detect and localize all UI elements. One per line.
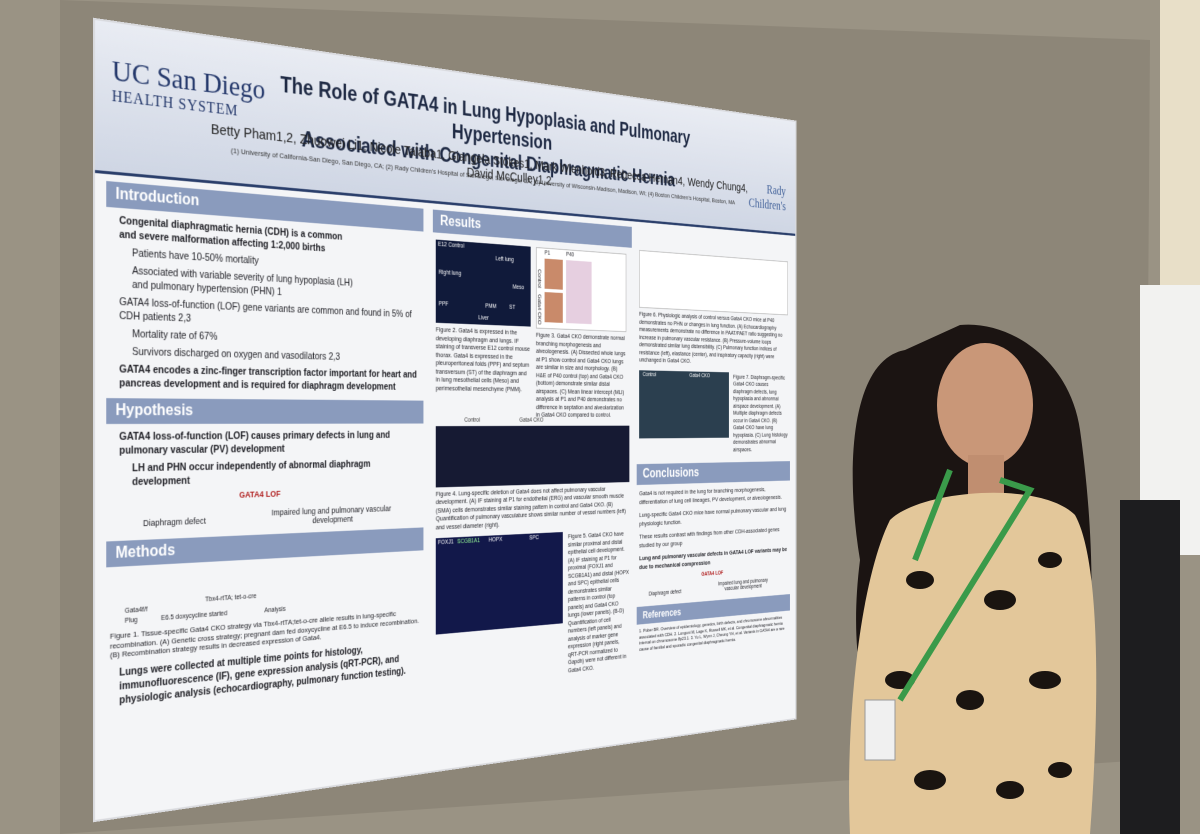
figure-caption: Figure 6. Physiologic analysis of contro… xyxy=(639,310,783,365)
figure-label: Gata4 CKO xyxy=(536,294,542,325)
right-column: Figure 6. Physiologic analysis of contro… xyxy=(636,227,790,658)
histology xyxy=(566,260,592,325)
figure-4-image: Control Gata4 CKO xyxy=(435,417,630,488)
middle-column: Results E12 Control Left lung Right lung… xyxy=(432,209,632,695)
hypothesis-text: GATA4 loss-of-function (LOF) causes prim… xyxy=(119,429,391,457)
figure-6-image xyxy=(639,249,788,316)
conclusion-text: Lung-specific Gata4 CKO mice have normal… xyxy=(639,505,787,528)
figure-7-image: Control Gata4 CKO xyxy=(639,369,729,439)
figure-caption: Figure 4. Lung-specific deletion of Gata… xyxy=(435,484,626,531)
curtain xyxy=(1140,285,1200,555)
diagram-label: GATA4 LOF xyxy=(701,570,724,578)
conclusion-text: Gata4 is not required in the lung for br… xyxy=(639,485,782,506)
figure-label: SPC xyxy=(529,534,539,542)
figure-image: P1 P40 Control Gata4 CKO xyxy=(535,247,627,333)
figure-label: Control xyxy=(464,416,481,424)
logo-ucsd: UC San Diego HEALTH SYSTEM xyxy=(112,54,265,123)
methods-label: Gata4f/f xyxy=(124,606,148,615)
figure-2: E12 Control Left lung Right lung Meso PP… xyxy=(433,238,533,424)
figure-label: ST xyxy=(509,304,516,311)
hypothesis-text: LH and PHN occur independently of abnorm… xyxy=(132,458,371,489)
poster: UC San Diego HEALTH SYSTEM The Role of G… xyxy=(95,20,796,820)
methods-label: E6.5 doxycycline started xyxy=(161,610,228,623)
intro-text: GATA4 encodes a zinc-finger transcriptio… xyxy=(119,363,417,393)
methods-label: Analysis xyxy=(264,606,286,615)
figure-caption: Figure 5. Gata4 CKO have similar proxima… xyxy=(568,529,629,674)
figure-label: PPF xyxy=(438,301,449,308)
figure-label: Right lung xyxy=(438,269,462,277)
diagram-label: Diaphragm defect xyxy=(143,515,206,529)
figure-caption: Figure 2. Gata4 is expressed in the deve… xyxy=(435,325,530,393)
logo-text: Children's xyxy=(748,195,786,214)
methods-label: Tbx4-rtTA; tet-o-cre xyxy=(205,593,257,604)
figure-label: Meso xyxy=(512,284,525,291)
figure-image: E12 Control Left lung Right lung Meso PP… xyxy=(435,239,531,327)
figure-3: P1 P40 Control Gata4 CKO Figure 3. Gata4… xyxy=(533,245,628,424)
pillar xyxy=(1160,0,1200,285)
figure-caption: Figure 3. Gata4 CKO demonstrate normal b… xyxy=(535,331,626,419)
figure-label: FOXJ1 xyxy=(437,539,454,547)
figure-label: Gata4 CKO xyxy=(519,417,544,423)
figure-label: Gata4 CKO xyxy=(689,372,710,379)
figure-caption: Figure 7. Diaphragm-specific Gata4 CKO c… xyxy=(733,372,788,453)
figure-5-image: FOXJ1 SCGB1A1 HOPX SPC xyxy=(435,532,563,635)
diagram-label: Diaphragm defect xyxy=(648,589,682,598)
section-heading: Conclusions xyxy=(636,461,790,486)
figure-label: SCGB1A1 xyxy=(457,537,480,546)
fig-row: FOXJ1 SCGB1A1 HOPX SPC Figure 5. Gata4 C… xyxy=(433,527,632,694)
methods-label: Plug xyxy=(124,616,138,625)
fig-row: E12 Control Left lung Right lung Meso PP… xyxy=(433,238,632,424)
left-column: Introduction Congenital diaphragmatic he… xyxy=(106,180,424,712)
diagram-label: GATA4 LOF xyxy=(239,489,281,500)
perspective: UC San Diego HEALTH SYSTEM The Role of G… xyxy=(95,20,1095,820)
figure-label: P40 xyxy=(566,251,575,259)
photo xyxy=(544,258,563,290)
figure-label: P1 xyxy=(544,250,551,257)
figure-label: PMM xyxy=(485,303,497,310)
figure-label: Left lung xyxy=(495,255,514,264)
figure-label: Control xyxy=(536,268,542,289)
fig-row: Control Gata4 CKO Figure 7. Diaphragm-sp… xyxy=(637,368,790,459)
figure-label: Liver xyxy=(478,315,489,322)
diagram-label: Impaired lung and pulmonary vascular dev… xyxy=(271,503,392,525)
logo-rady: Rady Children's xyxy=(749,180,786,214)
figure-label: HOPX xyxy=(488,536,503,544)
section-heading: Hypothesis xyxy=(106,398,424,424)
diagram-label: Impaired lung and pulmonary vascular dev… xyxy=(718,577,768,592)
figure-label: E12 Control xyxy=(437,241,465,250)
photo xyxy=(544,292,563,323)
figure-label: Control xyxy=(642,371,657,378)
